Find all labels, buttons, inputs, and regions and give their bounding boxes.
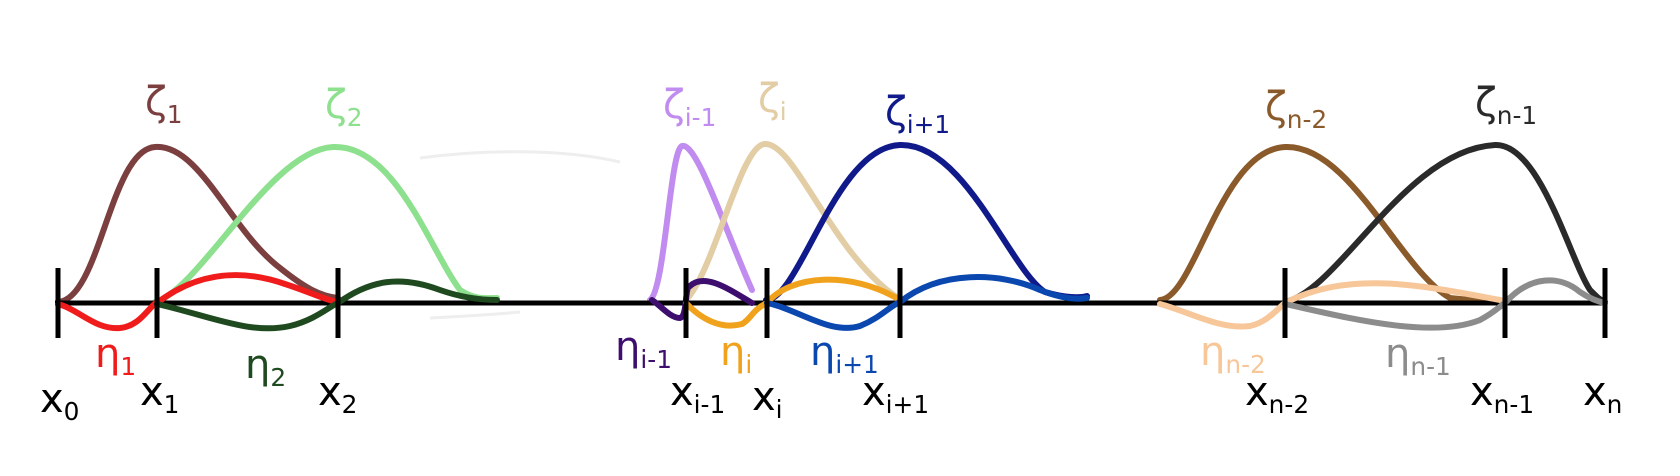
node-label-xi-1: xi-1 — [670, 369, 725, 419]
zeta-2-curve — [152, 143, 500, 305]
eta-i-minus-1-label: ηi-1 — [615, 324, 672, 374]
eta-1-label: η1 — [95, 331, 136, 381]
zeta-n-minus-2-curve — [1157, 143, 1503, 303]
eta-1-curve — [55, 299, 160, 332]
zeta-i-plus-1-curve — [763, 141, 1090, 303]
node-label-xn-2: xn-2 — [1245, 369, 1309, 419]
node-label-xi+1: xi+1 — [862, 369, 929, 419]
eta-2-label: η2 — [245, 342, 286, 392]
zeta-i-label: ζi — [758, 76, 787, 126]
node-label-x2: x2 — [318, 369, 357, 419]
zeta-n-minus-2-label: ζn-2 — [1265, 84, 1327, 134]
zeta-2-label: ζ2 — [325, 82, 363, 132]
eta-2-curve-upper-left — [154, 272, 341, 306]
zeta-i-curve — [683, 140, 898, 303]
node-label-x0: x0 — [40, 376, 79, 426]
eta-n-minus-2-label: ηn-2 — [1200, 329, 1266, 379]
gap-sketch — [419, 150, 621, 320]
eta-n-minus-2-curve — [1157, 280, 1503, 330]
eta-i-label: ηi — [720, 329, 752, 379]
node-label-x1: x1 — [140, 369, 179, 419]
eta-n-minus-1-label: ηn-1 — [1385, 331, 1451, 381]
node-label-xn-1: xn-1 — [1470, 369, 1534, 419]
zeta-i-plus-1-label: ζi+1 — [885, 89, 950, 139]
zeta-1-curve — [55, 143, 341, 305]
node-label-xi: xi — [752, 374, 783, 424]
zeta-n-minus-1-curve — [1282, 141, 1608, 305]
eta-n-minus-1-curve — [1282, 277, 1608, 331]
zeta-n-minus-1-label: ζn-1 — [1475, 80, 1537, 130]
eta-i-minus-1-curve — [649, 278, 755, 322]
zeta-i-minus-1-curve — [647, 143, 755, 303]
eta-i-curve — [683, 276, 903, 329]
zeta-1-label: ζ1 — [145, 79, 183, 129]
zeta-i-minus-1-label: ζi-1 — [663, 82, 716, 132]
eta-i-plus-1-label: ηi+1 — [810, 329, 879, 379]
node-label-xn: xn — [1583, 369, 1622, 419]
